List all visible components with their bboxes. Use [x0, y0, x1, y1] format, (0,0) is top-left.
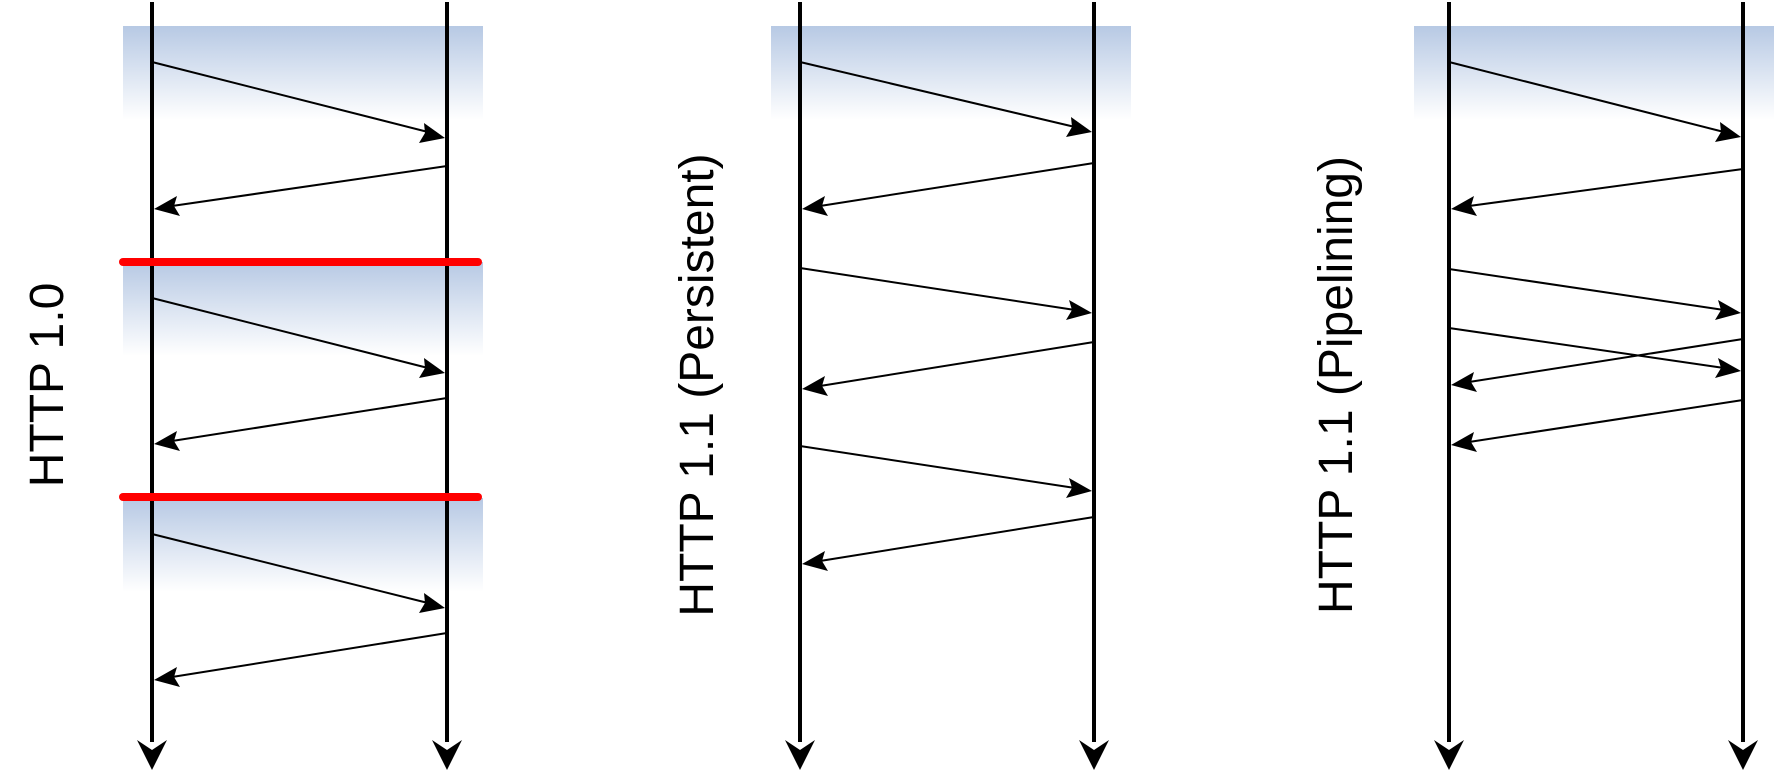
client-timeline	[1434, 2, 1464, 770]
request-arrow	[799, 445, 1092, 498]
connection-shade	[771, 26, 1131, 120]
connection-shade	[1414, 26, 1774, 120]
response-arrow	[154, 632, 448, 687]
request-arrow	[1448, 61, 1741, 142]
panel-http10: HTTP 1.0	[21, 2, 483, 770]
response-arrow	[802, 162, 1095, 216]
response-arrow	[154, 397, 448, 451]
response-arrow	[802, 516, 1095, 571]
client-timeline	[137, 2, 167, 770]
request-arrow	[1448, 268, 1741, 320]
client-timeline	[785, 2, 815, 770]
panel-label: HTTP 1.1 (Pipelining)	[1310, 156, 1363, 614]
response-arrow	[154, 165, 448, 216]
server-timeline	[1728, 2, 1758, 770]
server-timeline	[432, 2, 462, 770]
request-arrow	[799, 61, 1092, 137]
panel-label: HTTP 1.0	[21, 283, 74, 488]
request-arrow	[151, 61, 445, 143]
request-arrow	[151, 533, 445, 613]
connection-shade	[123, 262, 483, 356]
response-arrow	[1451, 338, 1744, 392]
server-timeline	[1079, 2, 1109, 770]
connection-shade	[123, 26, 483, 120]
request-arrow	[1448, 327, 1741, 378]
connection-shade	[123, 498, 483, 592]
response-arrow	[1451, 168, 1744, 216]
response-arrow	[802, 341, 1095, 396]
panel-http11-pipelining: HTTP 1.1 (Pipelining)	[1310, 2, 1774, 770]
response-arrow	[1451, 399, 1744, 452]
panel-label: HTTP 1.1 (Persistent)	[671, 153, 724, 616]
panel-http11-persistent: HTTP 1.1 (Persistent)	[671, 2, 1131, 770]
request-arrow	[799, 267, 1092, 320]
request-arrow	[151, 297, 445, 378]
